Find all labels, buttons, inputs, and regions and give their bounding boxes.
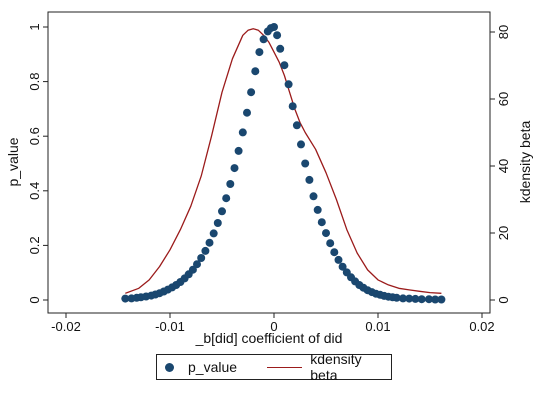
p-value-point (297, 140, 305, 149)
y-axis-left: 0 0.2 0.4 0.6 0.8 1 (27, 23, 48, 304)
x-tick-label: -0.02 (51, 319, 81, 334)
y-axis-right-title: kdensity beta (517, 121, 533, 204)
p-value-point (322, 229, 330, 238)
p-value-point (197, 254, 206, 262)
x-tick-label: 0.02 (469, 319, 494, 334)
p-value-point (338, 262, 347, 271)
p-value-point (230, 164, 239, 173)
p-value-point (222, 194, 231, 203)
p-value-point (201, 246, 210, 255)
x-tick-label: -0.01 (155, 319, 185, 334)
y-left-tick-label: 0.2 (27, 236, 42, 254)
p-value-point (317, 218, 326, 227)
x-axis: -0.02 -0.01 0 0.01 0.02 (51, 313, 495, 334)
p-value-point (392, 293, 401, 302)
p-value-point (205, 238, 214, 247)
p-value-point (313, 205, 322, 214)
p-value-point (270, 23, 278, 31)
p-value-point (437, 295, 446, 304)
p-value-point (193, 260, 201, 269)
p-value-point (431, 295, 440, 304)
p-value-point (209, 229, 218, 238)
p-value-point (243, 108, 251, 117)
p-value-point (213, 219, 222, 227)
p-value-point (292, 121, 301, 130)
p-value-point (251, 67, 260, 76)
p-value-point (334, 255, 343, 264)
p-value-point (255, 48, 264, 57)
legend-label-kdensity: kdensity beta (310, 351, 362, 383)
p-value-point (326, 239, 335, 248)
kdensity-line (125, 28, 442, 294)
y-right-tick-label: 0 (496, 296, 511, 303)
p-value-point (309, 192, 318, 201)
p-value-point (247, 88, 256, 97)
p-value-point (273, 31, 282, 40)
x-tick-label: 0.01 (365, 319, 390, 334)
y-right-tick-label: 20 (496, 226, 511, 240)
p-value-point (330, 248, 339, 257)
p-value-point (259, 35, 268, 44)
y-left-tick-label: 0.4 (27, 182, 42, 200)
p-value-point (405, 294, 414, 303)
p-value-point (276, 44, 285, 53)
plot-area-frame (47, 11, 491, 314)
p-value-point (305, 175, 314, 184)
p-value-point (226, 180, 235, 188)
y-left-tick-label: 0.6 (27, 127, 42, 145)
p-value-point (284, 80, 293, 89)
p-value-point (301, 159, 310, 168)
legend-entry-kdensity: kdensity beta (245, 351, 391, 383)
p-value-point (238, 128, 247, 137)
p-value-point (218, 207, 226, 216)
legend-marker-line (267, 366, 303, 368)
p-value-point (411, 294, 420, 303)
legend: p_value kdensity beta (156, 351, 392, 383)
series-layer (121, 23, 446, 304)
y-left-tick-label: 0 (27, 296, 42, 303)
y-right-tick-label: 80 (496, 25, 511, 39)
y-left-tick-label: 1 (27, 23, 42, 30)
p-value-point (288, 102, 297, 111)
y-axis-left-title: p_value (5, 137, 21, 186)
y-axis-right: 0 20 40 60 80 (490, 25, 511, 304)
y-right-tick-label: 60 (496, 92, 511, 106)
p-value-point (425, 295, 433, 304)
x-axis-title: _b[did] coefficient of did (195, 330, 343, 346)
p-value-point (188, 265, 197, 274)
y-left-tick-label: 0.8 (27, 73, 42, 91)
p-value-point (399, 294, 407, 303)
p-value-point (417, 295, 426, 304)
p-value-point (234, 146, 243, 155)
legend-entry-p-value: p_value (165, 359, 237, 375)
legend-label-p-value: p_value (188, 359, 238, 375)
p-value-point (121, 294, 130, 303)
legend-marker-dot (165, 362, 174, 372)
p-value-point (280, 61, 289, 70)
x-tick-label: 0 (270, 319, 277, 334)
y-right-tick-label: 40 (496, 159, 511, 173)
